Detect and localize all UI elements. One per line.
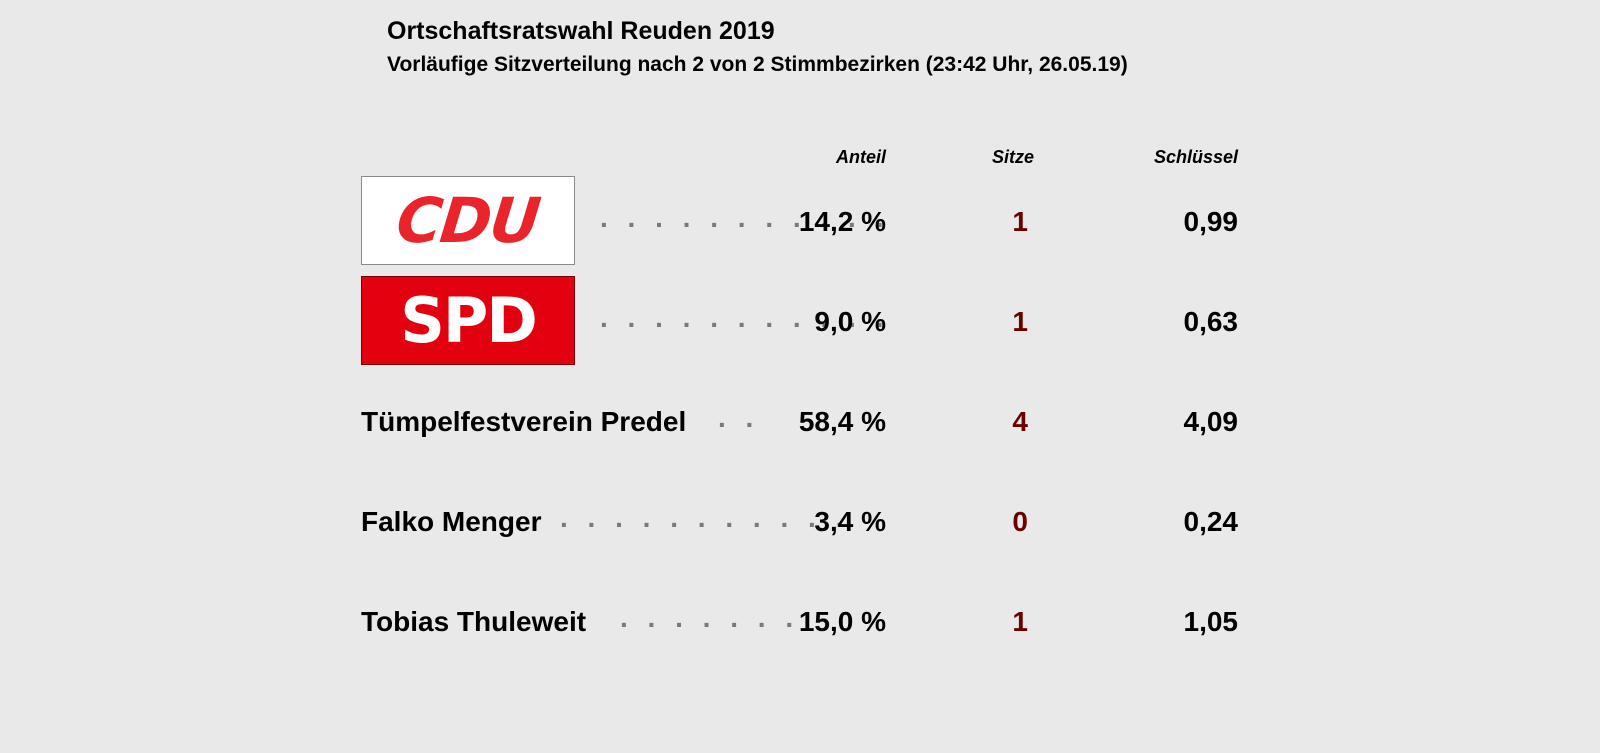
party-name: Tümpelfestverein Predel [361,406,687,437]
spd-logo: SPD [361,276,575,365]
leader-dots: . . [718,402,760,433]
sitze-value: 1 [1012,606,1028,637]
column-header-sitze: Sitze [991,147,1034,167]
anteil-value: 3,4 % [814,506,886,537]
anteil-value: 15,0 % [798,606,886,637]
leader-dots: . . . . . . . . . . . [560,502,850,533]
anteil-value: 14,2 % [798,206,886,237]
sitze-value: 1 [1012,306,1028,337]
leader-dots: . . . . . . . . . . . [600,202,890,233]
schluessel-value: 1,05 [1183,606,1239,637]
result-row-tuempelfestverein: Tümpelfestverein Predel . . 58,4 % 4 4,0… [0,376,1600,466]
result-row-cdu: CDU . . . . . . . . . . . 14,2 % 1 0,99 [0,176,1600,266]
page-subtitle: Vorläufige Sitzverteilung nach 2 von 2 S… [387,53,1128,76]
candidate-name: Falko Menger [361,506,542,537]
anteil-value: 9,0 % [814,306,886,337]
column-header-schluessel: Schlüssel [1153,147,1238,167]
column-header-anteil: Anteil [835,147,886,167]
cdu-logo-text: CDU [393,183,543,257]
sitze-value: 1 [1012,206,1028,237]
schluessel-value: 0,63 [1183,306,1239,337]
result-row-tobias-thuleweit: Tobias Thuleweit . . . . . . . 15,0 % 1 … [0,576,1600,666]
cdu-logo: CDU [361,176,575,265]
leader-dots: . . . . . . . . . . . [600,302,890,333]
page-title: Ortschaftsratswahl Reuden 2019 [387,17,775,45]
candidate-name: Tobias Thuleweit [361,606,587,637]
result-row-spd: SPD . . . . . . . . . . . 9,0 % 1 0,63 [0,276,1600,366]
leader-dots: . . . . . . . [620,602,800,633]
schluessel-value: 0,24 [1183,506,1239,537]
schluessel-value: 0,99 [1183,206,1239,237]
result-row-falko-menger: Falko Menger . . . . . . . . . . . 3,4 %… [0,476,1600,566]
schluessel-value: 4,09 [1183,406,1239,437]
anteil-value: 58,4 % [798,406,886,437]
sitze-value: 0 [1012,506,1028,537]
spd-logo-text: SPD [400,283,538,357]
sitze-value: 4 [1012,406,1028,437]
